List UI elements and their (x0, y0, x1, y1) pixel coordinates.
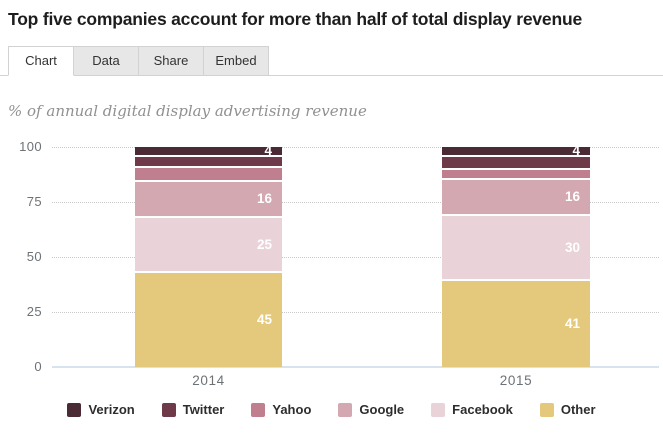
segment-value-label: 41 (564, 316, 580, 332)
segment-value-label: 16 (256, 191, 272, 207)
segment-facebook-2015[interactable]: 30 (442, 213, 590, 279)
y-axis-tick-label-0: 0 (34, 359, 42, 374)
segment-other-2014[interactable]: 45 (135, 270, 282, 367)
plot-area: 0 25 50 75 100 4 16 25 45 4 16 30 41 (0, 139, 663, 374)
gridline-100 (52, 147, 659, 148)
segment-verizon-2014[interactable]: 4 (135, 143, 282, 159)
segment-value-label: 45 (256, 312, 272, 327)
legend-swatch-other (539, 402, 554, 417)
y-axis-tick-label-75: 75 (26, 194, 42, 209)
tab-bar: Chart Data Share Embed (0, 46, 663, 76)
legend-item-verizon[interactable]: Verizon (67, 402, 135, 417)
chart-subtitle: % of annual digital display advertising … (8, 102, 367, 120)
segment-facebook-2014[interactable]: 25 (135, 216, 282, 271)
y-axis-tick-label-100: 100 (19, 139, 42, 154)
tab-embed[interactable]: Embed (203, 46, 269, 76)
x-axis-labels: 2014 2015 (0, 367, 663, 393)
y-axis-tick-label-50: 50 (26, 249, 42, 264)
legend-label: Facebook (452, 402, 513, 417)
tab-data[interactable]: Data (73, 46, 139, 76)
legend-item-facebook[interactable]: Facebook (431, 402, 513, 417)
legend-label: Other (560, 402, 596, 417)
legend-label: Verizon (88, 402, 135, 417)
legend-swatch-verizon (67, 402, 82, 417)
segment-value-label: 30 (564, 239, 580, 255)
segment-twitter-2015[interactable] (442, 155, 590, 168)
x-axis-baseline (52, 366, 659, 368)
segment-yahoo-2014[interactable] (135, 165, 282, 181)
x-axis-label-2015: 2015 (499, 373, 533, 388)
bar-2014: 4 16 25 45 (135, 143, 282, 367)
segment-verizon-2015[interactable]: 4 (442, 143, 590, 159)
segment-twitter-2014[interactable] (135, 155, 282, 166)
segment-yahoo-2015[interactable] (442, 167, 590, 179)
legend-item-yahoo[interactable]: Yahoo (251, 402, 311, 417)
legend-item-google[interactable]: Google (338, 402, 404, 417)
legend-swatch-yahoo (251, 402, 266, 417)
bar-2015: 4 16 30 41 (442, 143, 590, 367)
segment-value-label: 4 (264, 143, 272, 159)
x-axis-label-2014: 2014 (192, 373, 225, 388)
segment-google-2014[interactable]: 16 (135, 180, 282, 216)
legend-label: Yahoo (272, 402, 312, 417)
segment-value-label: 4 (572, 143, 580, 159)
gridline-50 (52, 257, 659, 258)
segment-value-label: 25 (256, 236, 272, 252)
page-title: Top five companies account for more than… (8, 9, 582, 29)
segment-value-label: 16 (564, 189, 580, 205)
tab-chart[interactable]: Chart (8, 46, 74, 76)
legend-label: Twitter (182, 402, 225, 417)
legend-item-other[interactable]: Other (539, 402, 596, 417)
legend-swatch-facebook (431, 402, 446, 417)
segment-other-2015[interactable]: 41 (442, 278, 590, 367)
legend: Verizon Twitter Yahoo Google Facebook Other (0, 402, 663, 417)
y-axis-tick-label-25: 25 (26, 304, 42, 319)
gridline-25 (52, 312, 659, 313)
tab-share[interactable]: Share (138, 46, 204, 76)
legend-swatch-google (338, 402, 353, 417)
legend-label: Google (359, 402, 405, 417)
legend-swatch-twitter (161, 402, 176, 417)
legend-item-twitter[interactable]: Twitter (161, 402, 225, 417)
segment-google-2015[interactable]: 16 (442, 178, 590, 214)
gridline-75 (52, 202, 659, 203)
